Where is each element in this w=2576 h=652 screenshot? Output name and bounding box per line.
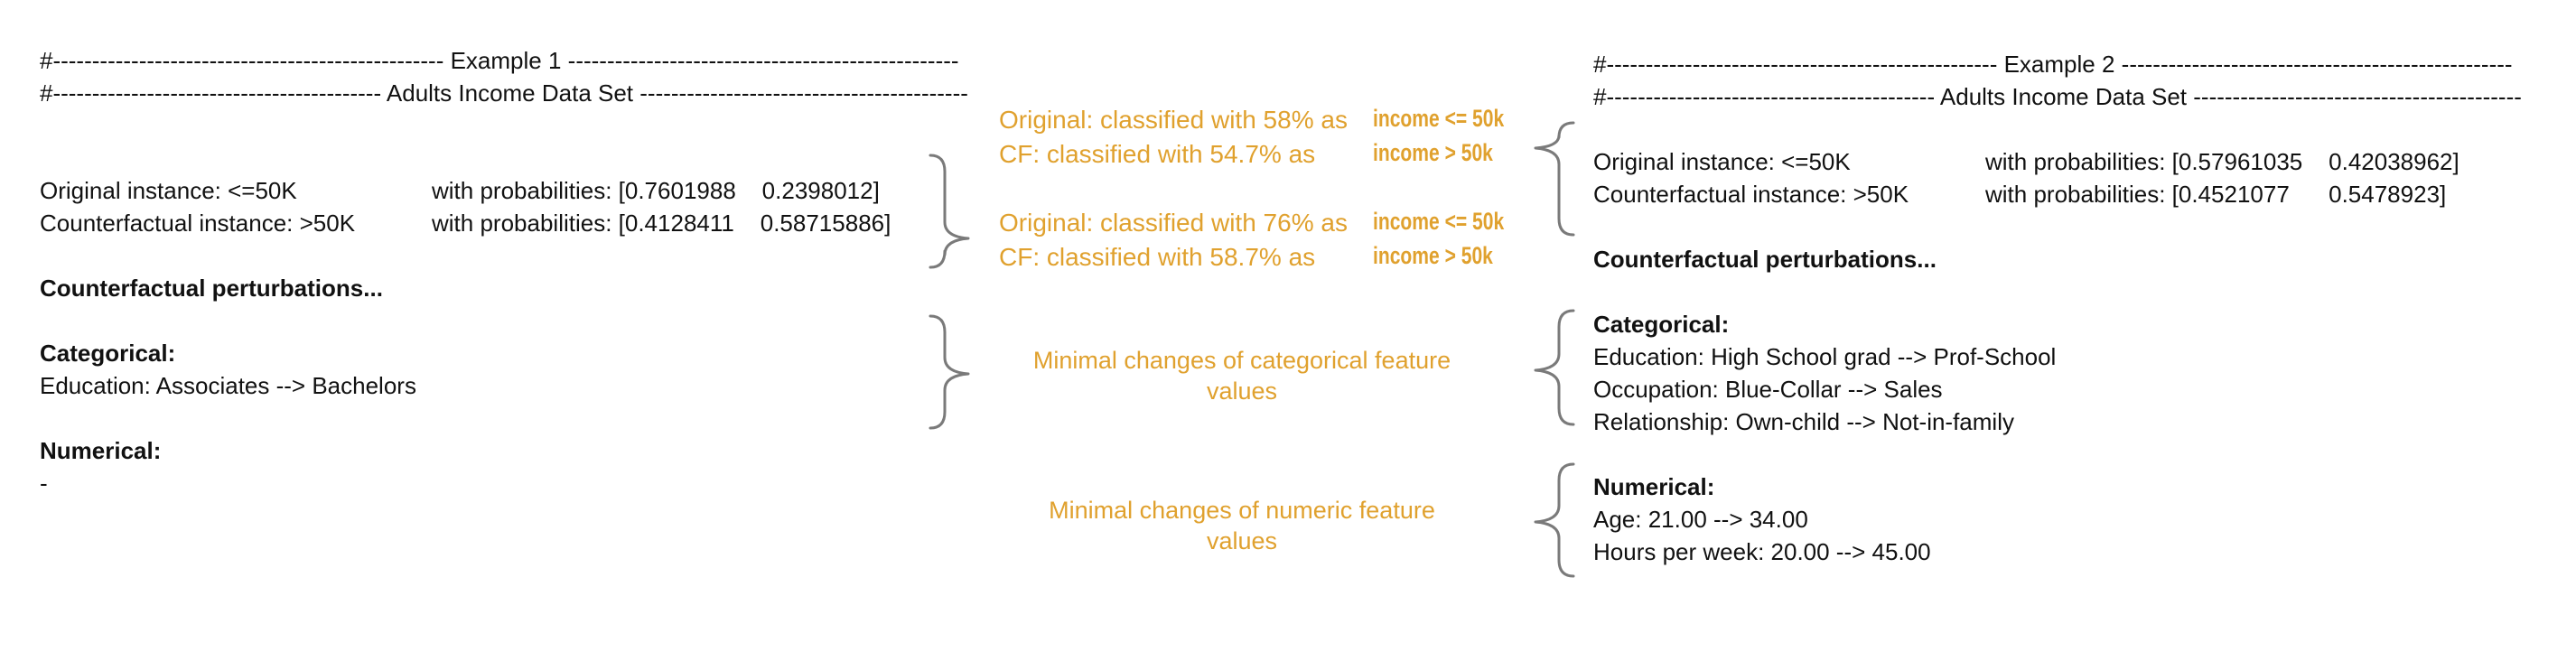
example2-perturbations-title: Counterfactual perturbations...	[1593, 246, 1937, 273]
example2-cf-prob: with probabilities: [0.4521077 0.5478923…	[1985, 181, 2447, 208]
example2-original-prob: with probabilities: [0.57961035 0.420389…	[1985, 148, 2459, 175]
brace-ex1-probabilities	[929, 154, 970, 269]
example2-cf-label: Counterfactual instance: >50K	[1593, 181, 1909, 208]
example2-numerical-item-age: Age: 21.00 --> 34.00	[1593, 506, 1808, 533]
brace-ex1-categorical	[929, 314, 970, 430]
example1-perturbations-title: Counterfactual perturbations...	[40, 275, 383, 302]
annotation-ex2-cf-class: income > 50k	[1373, 139, 1493, 166]
example1-categorical-item: Education: Associates --> Bachelors	[40, 372, 416, 399]
annotation-ex2-original: Original: classified with 58% as	[999, 106, 1348, 134]
example1-cf-label: Counterfactual instance: >50K	[40, 210, 356, 237]
example1-header-dataset: #---------------------------------------…	[40, 79, 968, 107]
annotation-ex1-original-class: income <= 50k	[1373, 208, 1505, 235]
annotation-ex2-cf: CF: classified with 54.7% as	[999, 140, 1316, 168]
example1-header-title: #---------------------------------------…	[40, 47, 959, 74]
brace-ex2-categorical	[1534, 309, 1575, 426]
brace-ex2-probabilities	[1534, 121, 1575, 237]
example2-original-label: Original instance: <=50K	[1593, 148, 1851, 175]
annotation-categorical-note: Minimal changes of categorical feature v…	[1032, 347, 1451, 405]
annotation-numeric-note: Minimal changes of numeric feature value…	[1049, 497, 1435, 554]
example1-original-label: Original instance: <=50K	[40, 177, 297, 204]
example1-numerical-item: -	[40, 470, 48, 497]
annotation-ex1-cf: CF: classified with 58.7% as	[999, 243, 1316, 271]
example2-numerical-title: Numerical:	[1593, 473, 1715, 500]
example2-categorical-item-occupation: Occupation: Blue-Collar --> Sales	[1593, 376, 1943, 403]
annotation-ex1-cf-class: income > 50k	[1373, 242, 1493, 269]
example1-numerical-title: Numerical:	[40, 437, 162, 464]
example2-categorical-title: Categorical:	[1593, 311, 1730, 338]
example1-categorical-title: Categorical:	[40, 340, 176, 367]
example2-numerical-item-hours: Hours per week: 20.00 --> 45.00	[1593, 538, 1931, 565]
example2-header-title: #---------------------------------------…	[1593, 51, 2513, 78]
annotation-ex2-original-class: income <= 50k	[1373, 105, 1505, 132]
example2-categorical-item-relationship: Relationship: Own-child --> Not-in-famil…	[1593, 408, 2014, 435]
brace-ex2-numerical	[1534, 462, 1575, 578]
annotation-ex1-original: Original: classified with 76% as	[999, 209, 1348, 237]
example2-categorical-item-education: Education: High School grad --> Prof-Sch…	[1593, 343, 2057, 370]
example1-cf-prob: with probabilities: [0.4128411 0.5871588…	[432, 210, 891, 237]
example1-original-prob: with probabilities: [0.7601988 0.2398012…	[432, 177, 880, 204]
example2-header-dataset: #---------------------------------------…	[1593, 83, 2522, 110]
